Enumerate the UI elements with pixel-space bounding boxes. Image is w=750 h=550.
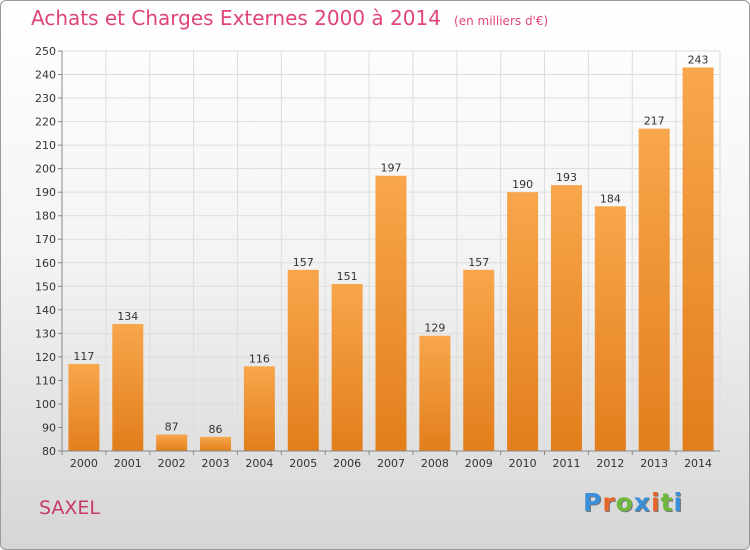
bar-value-label: 157 (468, 256, 489, 269)
y-tick-label: 210 (35, 139, 56, 152)
bar (419, 335, 451, 451)
y-tick-label: 180 (35, 210, 56, 223)
bar-value-label: 87 (165, 421, 179, 434)
logo-letter: r (602, 488, 616, 517)
bar (594, 206, 626, 451)
bar-value-label: 86 (209, 423, 223, 436)
y-tick-label: 120 (35, 351, 56, 364)
x-tick-label: 2007 (377, 457, 405, 470)
bar-value-label: 151 (337, 270, 358, 283)
y-tick-label: 240 (35, 69, 56, 82)
y-tick-label: 140 (35, 304, 56, 317)
commune-name: SAXEL (39, 497, 101, 519)
bar (112, 323, 144, 451)
bar (243, 366, 275, 451)
bar (463, 269, 495, 451)
axes: 80 90 100 110 120 130 140 150 160 170 180 190 200 210… (35, 45, 720, 470)
x-tick-label: 2010 (509, 457, 537, 470)
bars: 117 134 87 86 116 157 151 197 129 157 190 193 184 217… (68, 53, 714, 452)
x-tick-label: 2014 (684, 457, 712, 470)
logo-letter: P (583, 488, 603, 517)
x-tick-label: 2013 (640, 457, 668, 470)
y-tick-label: 110 (35, 374, 56, 387)
y-tick-label: 100 (35, 398, 56, 411)
x-tick-label: 2004 (245, 457, 273, 470)
bar-value-label: 117 (73, 350, 94, 363)
x-tick-label: 2002 (158, 457, 186, 470)
bar-value-label: 217 (644, 115, 665, 128)
bar (550, 185, 582, 451)
bar (156, 434, 188, 451)
bar-value-label: 243 (688, 53, 709, 66)
bar-value-label: 197 (381, 162, 402, 175)
chart-unit: (en milliers d'€) (454, 14, 549, 28)
y-tick-label: 150 (35, 280, 56, 293)
x-tick-label: 2003 (202, 457, 230, 470)
y-tick-label: 80 (42, 445, 56, 458)
bar-value-label: 129 (424, 322, 445, 335)
bar-value-label: 157 (293, 256, 314, 269)
x-tick-label: 2005 (289, 457, 317, 470)
y-tick-label: 190 (35, 186, 56, 199)
logo-letter: i (651, 488, 661, 517)
y-tick-label: 250 (35, 45, 56, 58)
x-tick-label: 2000 (70, 457, 98, 470)
bar (68, 363, 100, 451)
logo-letter: x (633, 488, 651, 517)
title-row: Achats et Charges Externes 2000 à 2014 (… (31, 6, 548, 30)
chart-title: Achats et Charges Externes 2000 à 2014 (31, 6, 441, 30)
y-tick-label: 220 (35, 116, 56, 129)
bar-value-label: 190 (512, 178, 533, 191)
x-tick-label: 2006 (333, 457, 361, 470)
logo-letter: t (660, 488, 674, 517)
logo-letter: o (615, 488, 634, 517)
y-tick-label: 160 (35, 257, 56, 270)
bar (638, 128, 670, 451)
bar-value-label: 184 (600, 192, 621, 205)
bar-value-label: 193 (556, 171, 577, 184)
bar (507, 192, 539, 452)
y-tick-label: 170 (35, 233, 56, 246)
proxiti-logo[interactable]: Proxiti (583, 488, 683, 517)
bar (375, 175, 407, 452)
y-tick-label: 90 (42, 421, 56, 434)
bar-value-label: 116 (249, 352, 270, 365)
x-tick-label: 2012 (596, 457, 624, 470)
bar (331, 283, 363, 451)
y-tick-label: 230 (35, 92, 56, 105)
bar (682, 67, 714, 452)
y-tick-label: 200 (35, 163, 56, 176)
bar (200, 436, 232, 451)
bar (287, 269, 319, 451)
logo-letter: i (673, 488, 684, 517)
x-tick-label: 2009 (465, 457, 493, 470)
x-tick-label: 2001 (114, 457, 142, 470)
y-tick-label: 130 (35, 327, 56, 340)
x-tick-label: 2008 (421, 457, 449, 470)
bar-value-label: 134 (117, 310, 138, 323)
x-tick-label: 2011 (552, 457, 580, 470)
